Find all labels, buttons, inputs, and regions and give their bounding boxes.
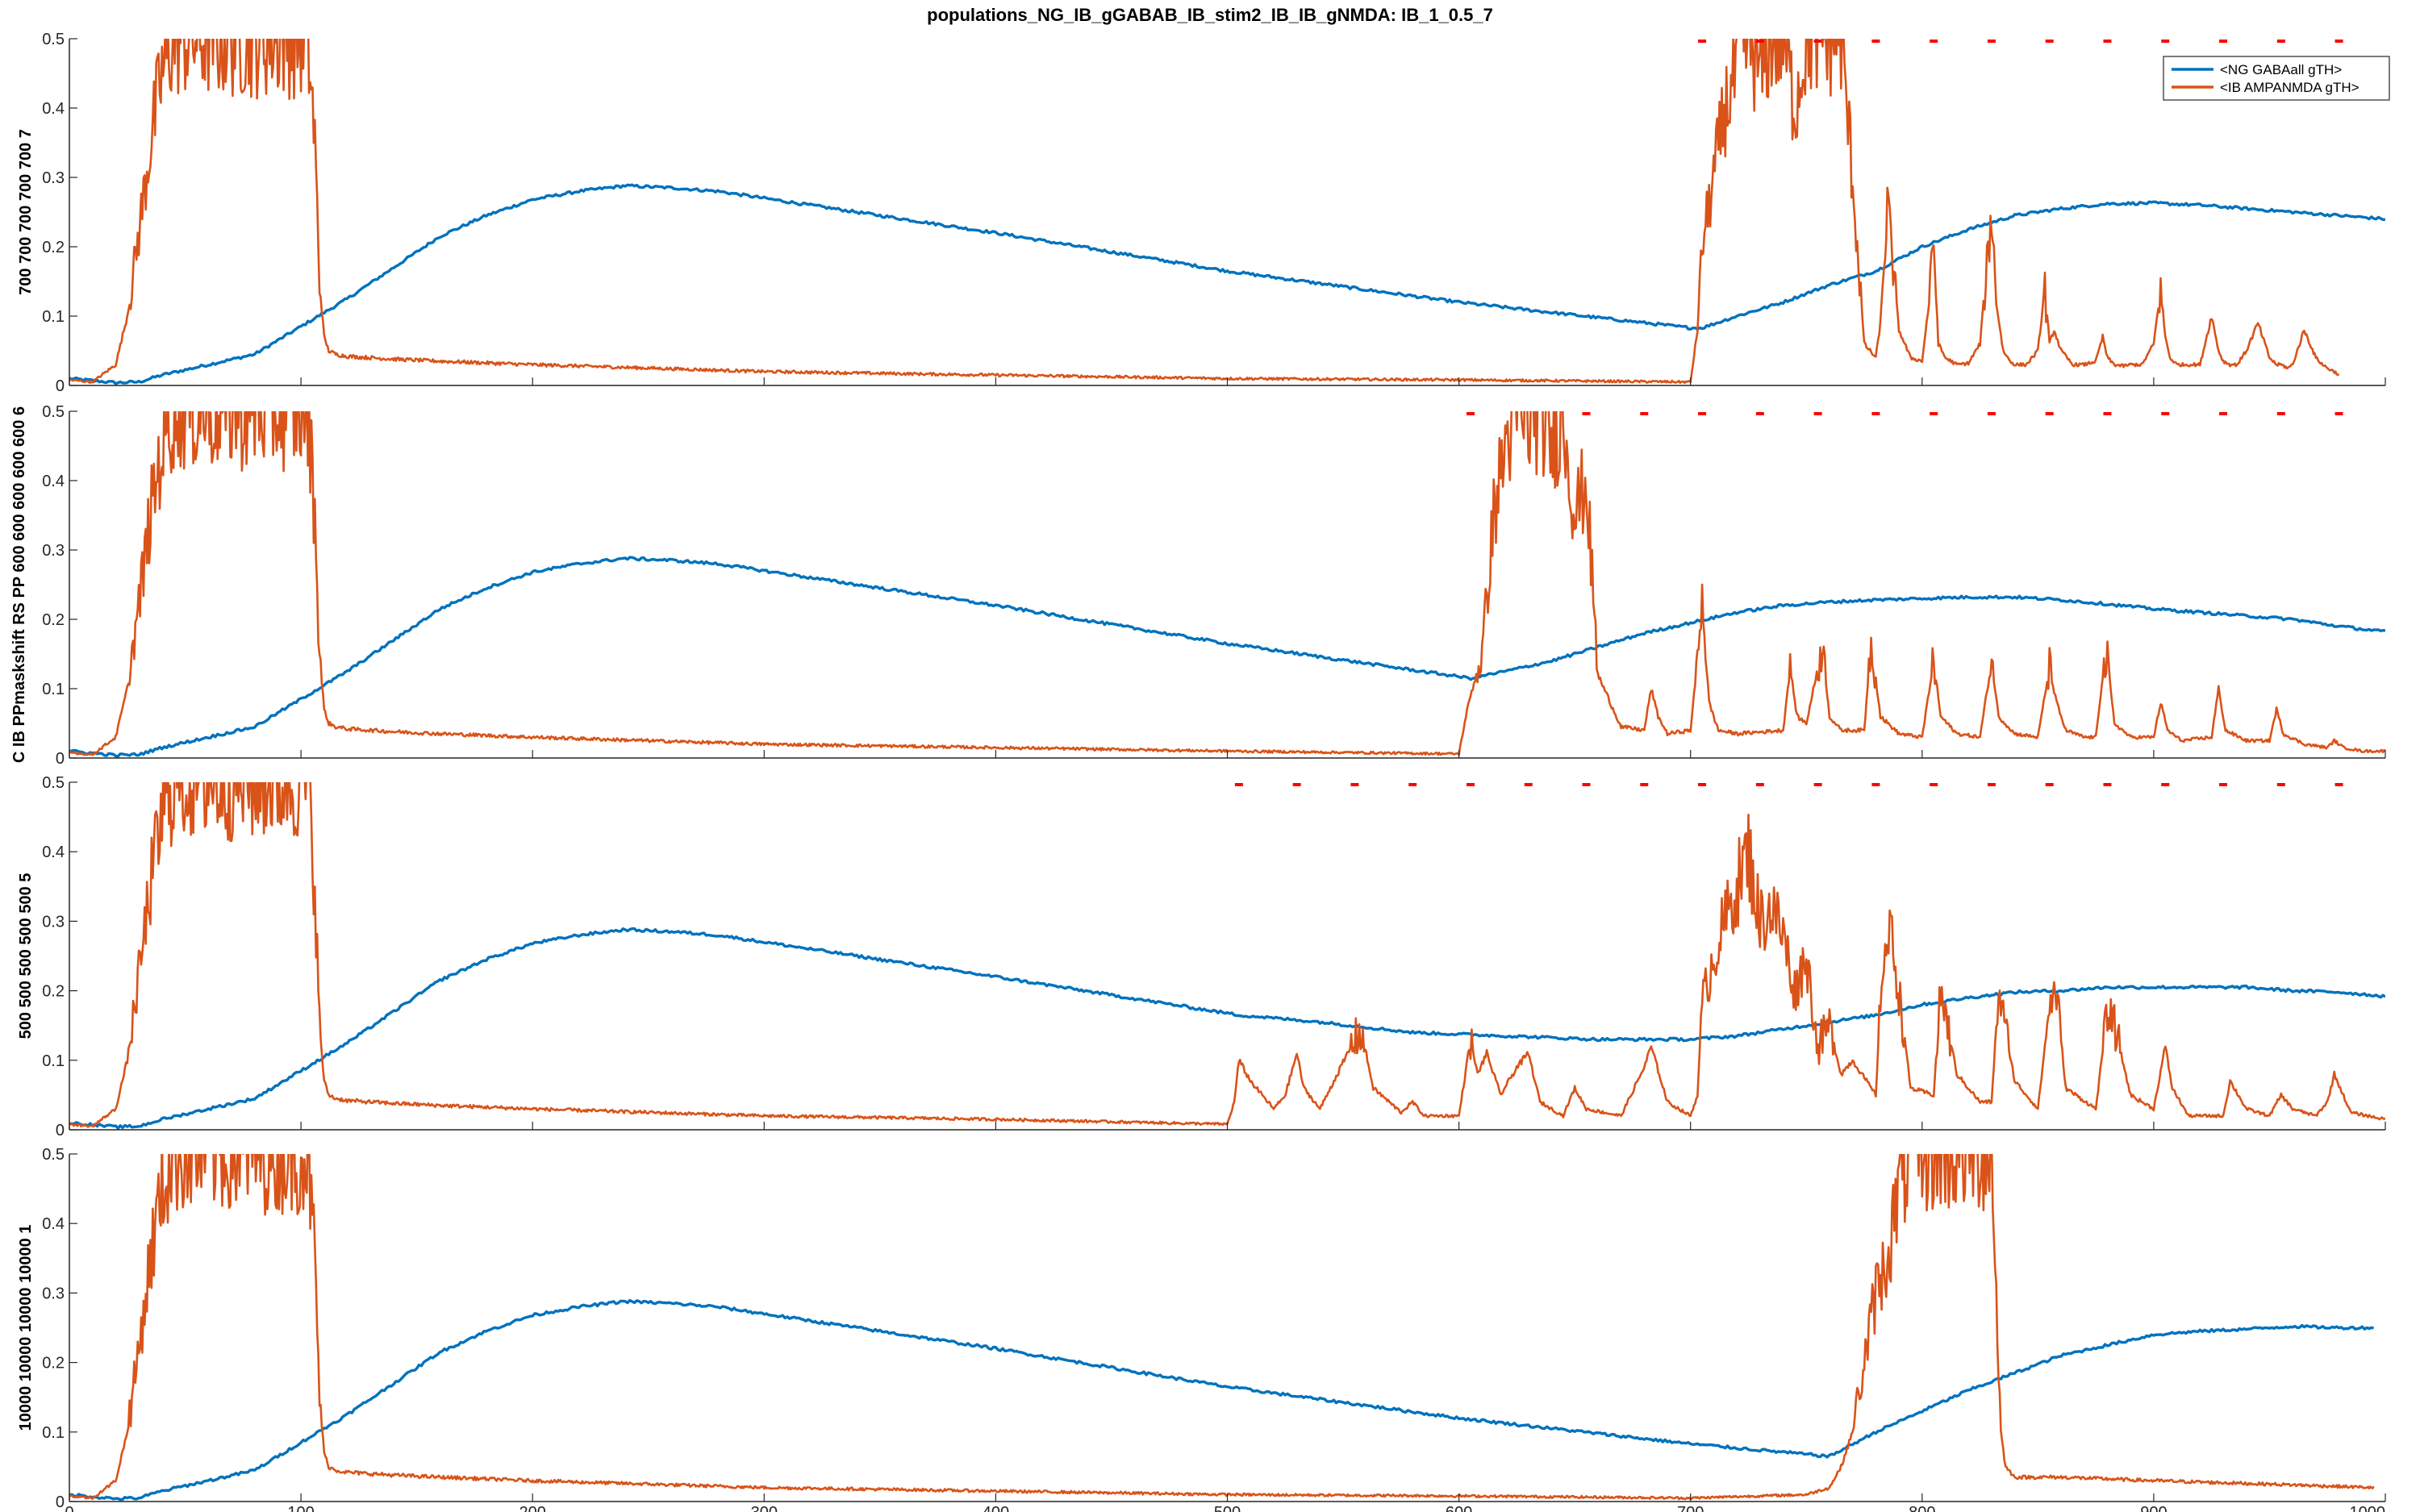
y-tick-label: 0.2 [42, 1355, 65, 1372]
legend-entry: <NG GABAall gTH> [2220, 62, 2342, 77]
x-tick-label: 400 [983, 1504, 1009, 1512]
y-tick-label: 0.1 [42, 1052, 65, 1070]
legend-entry: <IB AMPANMDA gTH> [2220, 80, 2360, 95]
y-tick-label: 0.4 [42, 843, 65, 861]
y-tick-label: 0.3 [42, 913, 65, 931]
y-tick-label: 0 [56, 377, 65, 395]
x-tick-label: 900 [2140, 1504, 2167, 1512]
y-tick-label: 0.3 [42, 1285, 65, 1302]
plot-area [69, 782, 2385, 1130]
ib-ampanmda-series-line [69, 39, 2340, 385]
plot-area [69, 39, 2385, 385]
plot-area [69, 411, 2385, 758]
y-axis-label: 10000 10000 10000 10000 1 [17, 1225, 35, 1431]
x-tick-label: 600 [1446, 1504, 1472, 1512]
x-tick-label: 1000 [2350, 1504, 2386, 1512]
y-axis-label: 700 700 700 700 700 7 [17, 129, 35, 295]
y-tick-label: 0.1 [42, 681, 65, 698]
x-tick-label: 800 [1909, 1504, 1935, 1512]
panel-3: 0 0.1 0.2 0.3 0.4 0.5 500 500 500 500 500 5 [17, 774, 2386, 1139]
legend: <NG GABAall gTH> <IB AMPANMDA gTH> [2163, 56, 2390, 101]
y-tick-label: 0.3 [42, 169, 65, 187]
y-axis-label: C IB PPmaskshift RS PP 600 600 600 600 6… [10, 406, 28, 763]
x-tick-label: 100 [287, 1504, 314, 1512]
ib-ampanmda-series-line [69, 782, 2385, 1128]
y-tick-label: 0.4 [42, 473, 65, 490]
legend-box [2163, 56, 2390, 101]
y-tick-label: 0.5 [42, 774, 65, 792]
y-tick-label: 0.1 [42, 1424, 65, 1442]
y-tick-label: 0.2 [42, 611, 65, 629]
figure-title: populations_NG_IB_gGABAB_IB_stim2_IB_IB_… [927, 5, 1493, 25]
panel-4: 0 0.1 0.2 0.3 0.4 0.5 0 100 200 300 400 500 600 700 80… [17, 1146, 2386, 1512]
plot-area [69, 1154, 2375, 1502]
y-tick-label: 0 [56, 1122, 65, 1139]
y-tick-label: 0.1 [42, 308, 65, 326]
x-tick-label: 200 [519, 1504, 546, 1512]
y-tick-label: 0.5 [42, 403, 65, 421]
y-tick-label: 0 [56, 1493, 65, 1511]
panels: 0 0.1 0.2 0.3 0.4 0.5 700 700 700 700 700 7 <NG… [10, 31, 2390, 1512]
y-axis-label: 500 500 500 500 500 5 [17, 873, 35, 1039]
y-tick-label: 0.5 [42, 31, 65, 48]
panel-1: 0 0.1 0.2 0.3 0.4 0.5 700 700 700 700 700 7 <NG… [17, 31, 2390, 395]
y-tick-label: 0.3 [42, 542, 65, 560]
ng-gabaall-series-line [69, 556, 2385, 758]
ng-gabaall-series-line [69, 1298, 2374, 1502]
ib-ampanmda-series-line [69, 411, 2385, 756]
y-tick-label: 0.2 [42, 239, 65, 256]
y-tick-label: 0.2 [42, 983, 65, 1001]
y-tick-label: 0 [56, 750, 65, 768]
y-tick-label: 0.4 [42, 1215, 65, 1233]
x-tick-label: 0 [65, 1504, 73, 1512]
panel-2: 0 0.1 0.2 0.3 0.4 0.5 C IB PPmaskshift RS PP 6… [10, 403, 2386, 768]
ib-ampanmda-series-line [69, 1154, 2375, 1501]
x-tick-label: 300 [751, 1504, 778, 1512]
y-tick-label: 0.5 [42, 1146, 65, 1164]
ng-gabaall-series-line [69, 183, 2385, 385]
x-tick-label: 700 [1677, 1504, 1704, 1512]
y-tick-label: 0.4 [42, 100, 65, 118]
x-tick-label: 500 [1214, 1504, 1241, 1512]
